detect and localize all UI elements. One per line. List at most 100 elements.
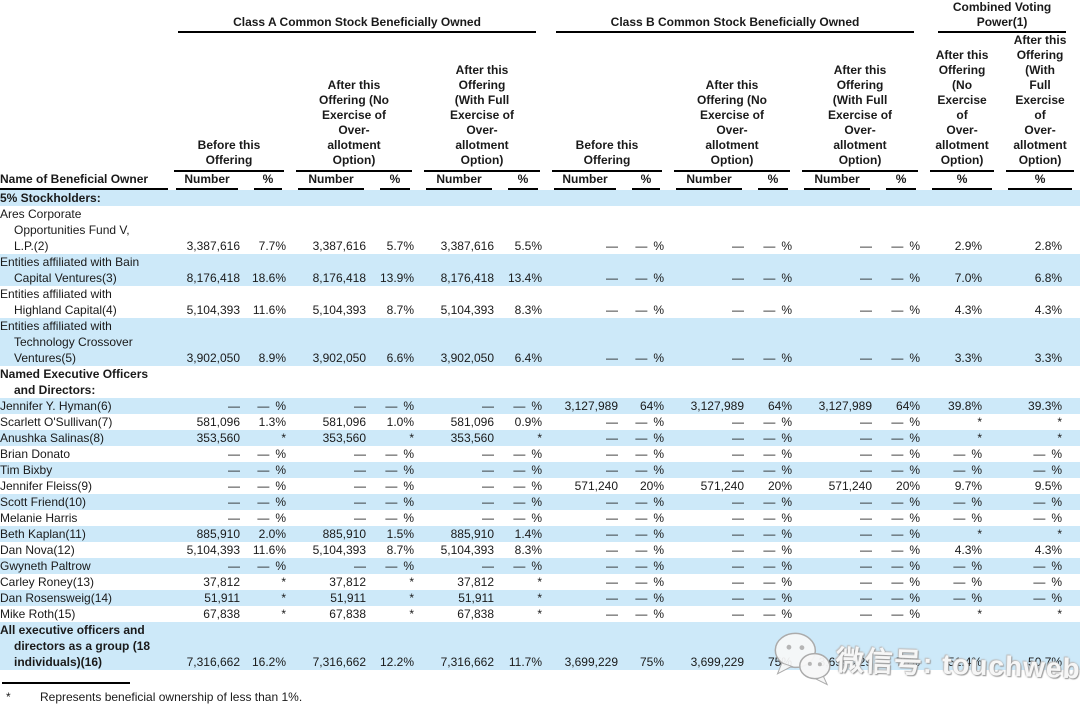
column-header-percent: % [246, 172, 290, 190]
column-header-number: Number [168, 172, 246, 190]
row-name: Mike Roth(15) [0, 607, 76, 621]
beneficial-ownership-table: Class A Common Stock Beneficially Owned … [0, 0, 1080, 670]
number-cell: — [732, 495, 744, 509]
number-cell: — [228, 463, 240, 477]
number-cell: 885,910 [196, 527, 240, 541]
group-header-spacer [0, 0, 168, 33]
group-header-combined-voting-label: Combined Voting Power(1) [952, 0, 1052, 29]
percent-cell: 11.6% [252, 543, 286, 557]
percent-cell: — % [891, 447, 921, 461]
number-cell: — [732, 415, 744, 429]
number-cell: — [860, 511, 872, 525]
voting-percent-cell: * [1057, 527, 1063, 541]
number-cell: — [732, 559, 744, 573]
subheader-a-before: Before this Offering [168, 33, 290, 172]
voting-percent-cell: — % [953, 463, 983, 477]
voting-percent-cell: 7.0% [954, 271, 983, 285]
number-cell: — [732, 591, 744, 605]
number-cell: — [354, 463, 366, 477]
number-cell: — [482, 399, 494, 413]
row-name: Dan Nova(12) [0, 543, 75, 557]
percent-cell [750, 366, 796, 398]
percent-cell: — % [891, 271, 921, 285]
row-name: Scott Friend(10) [0, 495, 87, 509]
table-row: Dan Rosensweig(14) 51,911 * 51,911 * 51,911 * —… [0, 590, 1080, 606]
subheader-cv-after-full-exercise: After this Offering (With Full Exercise … [1000, 33, 1080, 172]
table-row: Ares Corporate Opportunities Fund V, L.P… [0, 206, 1080, 254]
voting-percent-cell: — % [1033, 575, 1063, 589]
number-cell: 353,560 [322, 431, 366, 445]
number-cell: — [860, 239, 872, 253]
voting-percent-cell [924, 366, 1000, 398]
voting-percent-cell: — % [1033, 495, 1063, 509]
percent-cell: 2.0% [258, 527, 286, 541]
number-cell: 7,316,662 [186, 655, 240, 669]
percent-cell: — % [635, 463, 664, 477]
percent-cell: — % [513, 495, 542, 509]
number-cell: — [482, 495, 494, 509]
percent-cell: — % [635, 575, 664, 589]
number-cell: — [606, 495, 618, 509]
table-row: All executive officers and directors as … [0, 622, 1080, 670]
percent-cell: — % [257, 511, 286, 525]
percent-cell: — % [257, 559, 286, 573]
percent-cell: — % [763, 431, 792, 445]
percent-cell: — % [763, 543, 792, 557]
footnote-text: Represents beneficial ownership of less … [40, 690, 303, 704]
subgroup-header-row: Before this Offering After this Offering… [0, 33, 1080, 172]
percent-cell: — % [385, 447, 414, 461]
number-cell [418, 190, 500, 206]
table-row: Beth Kaplan(11) 885,910 2.0% 885,910 1.5% 885… [0, 526, 1080, 542]
voting-percent-cell: * [1057, 415, 1063, 429]
number-cell: — [354, 495, 366, 509]
table-row: Scott Friend(10) — — % — — % — — % — — % — — % — — %… [0, 494, 1080, 510]
table-header: Class A Common Stock Beneficially Owned … [0, 0, 1080, 190]
percent-cell: — % [385, 479, 414, 493]
percent-cell: 11.6% [252, 303, 286, 317]
number-cell [668, 366, 750, 398]
number-cell: — [606, 607, 618, 621]
table-row: 5% Stockholders: [0, 190, 1080, 206]
voting-percent-cell: * [977, 431, 983, 445]
number-cell: — [482, 479, 494, 493]
number-cell [796, 190, 878, 206]
row-name: 5% Stockholders: [0, 191, 101, 205]
number-cell: 3,699,229 [818, 655, 872, 669]
row-name: Scarlett O'Sullivan(7) [0, 415, 113, 429]
row-name: Jennifer Fleiss(9) [0, 479, 93, 493]
percent-cell: * [409, 575, 414, 589]
percent-cell: — % [635, 447, 664, 461]
voting-percent-cell: * [977, 415, 983, 429]
voting-percent-cell: * [1057, 607, 1063, 621]
column-header-percent: % [750, 172, 796, 190]
table-row: Dan Nova(12) 5,104,393 11.6% 5,104,393 8.7% 5… [0, 542, 1080, 558]
number-cell: 67,838 [329, 607, 366, 621]
number-cell: — [860, 559, 872, 573]
percent-cell: — % [763, 239, 792, 253]
percent-cell: — % [763, 447, 792, 461]
percent-cell: — % [257, 447, 286, 461]
percent-cell: — % [891, 351, 921, 365]
table-body: 5% Stockholders: Ares Corporate Opportuni… [0, 190, 1080, 670]
subheader-spacer [0, 33, 168, 172]
number-cell: 3,699,229 [690, 655, 744, 669]
number-cell: — [228, 511, 240, 525]
voting-percent-cell: 51.4% [948, 655, 983, 669]
number-cell: — [732, 463, 744, 477]
voting-percent-cell: — % [1033, 447, 1063, 461]
percent-cell: — % [635, 495, 664, 509]
group-header-row: Class A Common Stock Beneficially Owned … [0, 0, 1080, 33]
number-cell: — [732, 543, 744, 557]
number-cell: — [860, 351, 872, 365]
percent-cell: * [409, 607, 414, 621]
percent-cell: 6.6% [386, 351, 414, 365]
percent-cell [246, 190, 290, 206]
voting-percent-cell: * [977, 607, 983, 621]
number-cell: 67,838 [457, 607, 494, 621]
percent-cell: — % [513, 447, 542, 461]
percent-cell: — % [763, 415, 792, 429]
percent-cell [750, 190, 796, 206]
number-cell: 3,387,616 [186, 239, 240, 253]
percent-cell: — % [513, 559, 542, 573]
percent-cell: * [281, 607, 286, 621]
